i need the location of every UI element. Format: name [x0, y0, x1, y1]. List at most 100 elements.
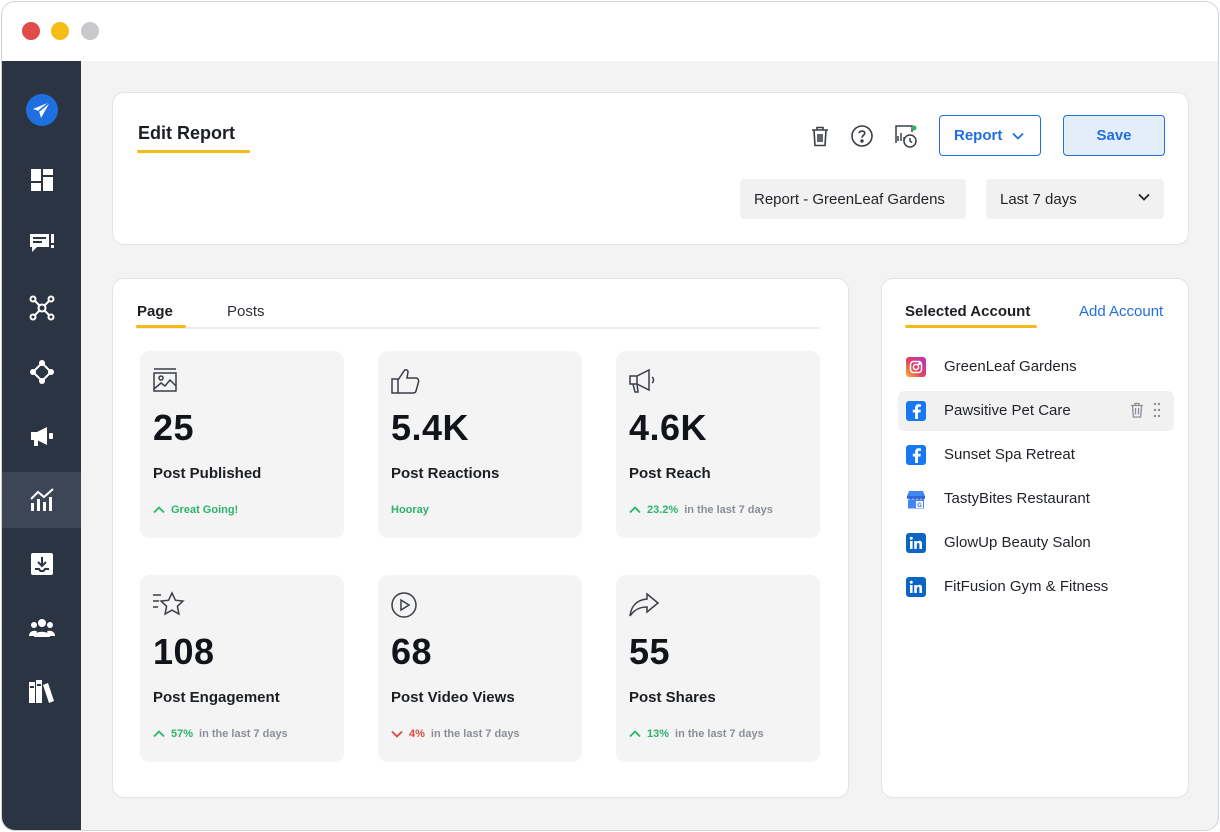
stat-label: Post Engagement: [153, 689, 280, 706]
stat-label: Post Video Views: [391, 689, 515, 706]
send-logo-icon: [25, 94, 58, 126]
download-icon: [30, 553, 53, 575]
schedule-report-button[interactable]: [893, 123, 919, 149]
stat-label: Post Reach: [629, 465, 711, 482]
arrow-down-icon: [391, 730, 403, 738]
stat-value: 25: [153, 407, 195, 448]
trash-icon: [812, 126, 828, 147]
report-type-dropdown[interactable]: Report: [939, 115, 1041, 156]
arrow-up-icon: [153, 506, 165, 514]
title-bar: [2, 2, 1218, 61]
stat-trend: 57% in the last 7 days: [153, 728, 288, 740]
team-icon: [28, 619, 55, 637]
megaphone-icon: [629, 368, 655, 393]
stat-value: 5.4K: [391, 407, 470, 448]
sidebar-item-messages[interactable]: [2, 216, 81, 272]
play-icon: [391, 592, 417, 618]
sidebar-item-campaigns[interactable]: [2, 408, 81, 464]
stat-note: in the last 7 days: [675, 728, 764, 740]
tab-page[interactable]: Page: [137, 303, 173, 320]
date-range-value: Last 7 days: [1000, 190, 1077, 208]
workflow-icon: [29, 360, 54, 384]
stat-card-post-video-views: 68 Post Video Views 4% in the last 7 day…: [378, 575, 582, 762]
account-name: FitFusion Gym & Fitness: [944, 578, 1109, 595]
date-range-select[interactable]: Last 7 days: [986, 179, 1164, 219]
dashboard-icon: [30, 169, 53, 191]
account-item[interactable]: GreenLeaf Gardens: [898, 347, 1174, 387]
stat-trend: Hooray: [391, 504, 429, 516]
stat-card-post-reactions: 5.4K Post Reactions Hooray: [378, 351, 582, 538]
sidebar-item-team[interactable]: [2, 600, 81, 656]
minimize-window-button[interactable]: [51, 22, 69, 40]
stat-trend: Great Going!: [153, 504, 238, 516]
selected-account-underline: [905, 325, 1037, 328]
selected-account-title: Selected Account: [905, 303, 1031, 320]
linkedin-icon: [906, 533, 926, 553]
stat-value: 55: [629, 631, 671, 672]
stat-highlight: Great Going!: [171, 504, 239, 516]
report-type-label: Report: [954, 127, 1003, 144]
messages-icon: [29, 234, 54, 252]
add-account-link[interactable]: Add Account: [1079, 303, 1164, 320]
stat-card-post-published: 25 Post Published Great Going!: [140, 351, 344, 538]
stat-label: Post Reactions: [391, 465, 500, 482]
star-icon: [153, 591, 185, 616]
stat-note: in the last 7 days: [684, 504, 773, 516]
stats-card: Page Posts 25 Post Published Great Going…: [112, 278, 849, 798]
stat-value: 68: [391, 631, 433, 672]
sidebar: [2, 61, 81, 830]
analytics-icon: [29, 488, 54, 511]
facebook-icon: [906, 401, 926, 421]
stat-trend: 23.2% in the last 7 days: [629, 504, 773, 516]
sidebar-item-dashboard[interactable]: [2, 152, 81, 208]
network-icon: [29, 295, 54, 321]
svg-text:G: G: [917, 502, 922, 509]
account-item[interactable]: Sunset Spa Retreat: [898, 435, 1174, 475]
sidebar-item-export[interactable]: [2, 536, 81, 592]
sidebar-item-workflow[interactable]: [2, 344, 81, 400]
stat-note: in the last 7 days: [199, 728, 288, 740]
account-name: Sunset Spa Retreat: [944, 446, 1075, 463]
google-business-icon: G: [906, 489, 926, 509]
sidebar-item-network[interactable]: [2, 280, 81, 336]
active-tab-underline: [136, 325, 186, 328]
save-button[interactable]: Save: [1063, 115, 1165, 156]
thumbs-up-icon: [391, 369, 420, 394]
sidebar-item-home[interactable]: [2, 82, 81, 138]
stat-trend: 4% in the last 7 days: [391, 728, 520, 740]
stat-highlight: 4%: [409, 728, 425, 740]
maximize-window-button[interactable]: [81, 22, 99, 40]
stat-label: Post Published: [153, 465, 262, 482]
help-icon: [851, 125, 873, 147]
drag-handle-icon[interactable]: [1153, 402, 1161, 418]
sidebar-item-analytics[interactable]: [2, 472, 81, 528]
image-icon: [153, 368, 177, 392]
account-name: Pawsitive Pet Care: [944, 402, 1071, 419]
stat-card-post-reach: 4.6K Post Reach 23.2% in the last 7 days: [616, 351, 820, 538]
selected-account-card: Selected Account Add Account GreenLeaf G…: [881, 278, 1189, 798]
stat-highlight: 23.2%: [647, 504, 679, 516]
account-name: TastyBites Restaurant: [944, 490, 1090, 507]
stat-card-post-shares: 55 Post Shares 13% in the last 7 days: [616, 575, 820, 762]
edit-report-card: Edit Report Report: [112, 92, 1189, 245]
stat-value: 108: [153, 631, 215, 672]
arrow-up-icon: [629, 506, 641, 514]
close-window-button[interactable]: [22, 22, 40, 40]
facebook-icon: [906, 445, 926, 465]
tab-posts[interactable]: Posts: [227, 303, 265, 320]
account-item[interactable]: FitFusion Gym & Fitness: [898, 567, 1174, 607]
delete-report-button[interactable]: [807, 123, 833, 149]
sidebar-item-library[interactable]: [2, 664, 81, 720]
account-item[interactable]: GlowUp Beauty Salon: [898, 523, 1174, 563]
report-name-field[interactable]: Report - GreenLeaf Gardens: [740, 179, 966, 219]
title-underline: [137, 150, 250, 153]
account-item[interactable]: G TastyBites Restaurant: [898, 479, 1174, 519]
account-item[interactable]: Pawsitive Pet Care: [898, 391, 1174, 431]
stat-highlight: Hooray: [391, 504, 429, 516]
stat-highlight: 57%: [171, 728, 194, 740]
stat-note: in the last 7 days: [430, 728, 520, 740]
linkedin-icon: [906, 577, 926, 597]
help-button[interactable]: [849, 123, 875, 149]
trash-icon[interactable]: [1130, 402, 1144, 418]
